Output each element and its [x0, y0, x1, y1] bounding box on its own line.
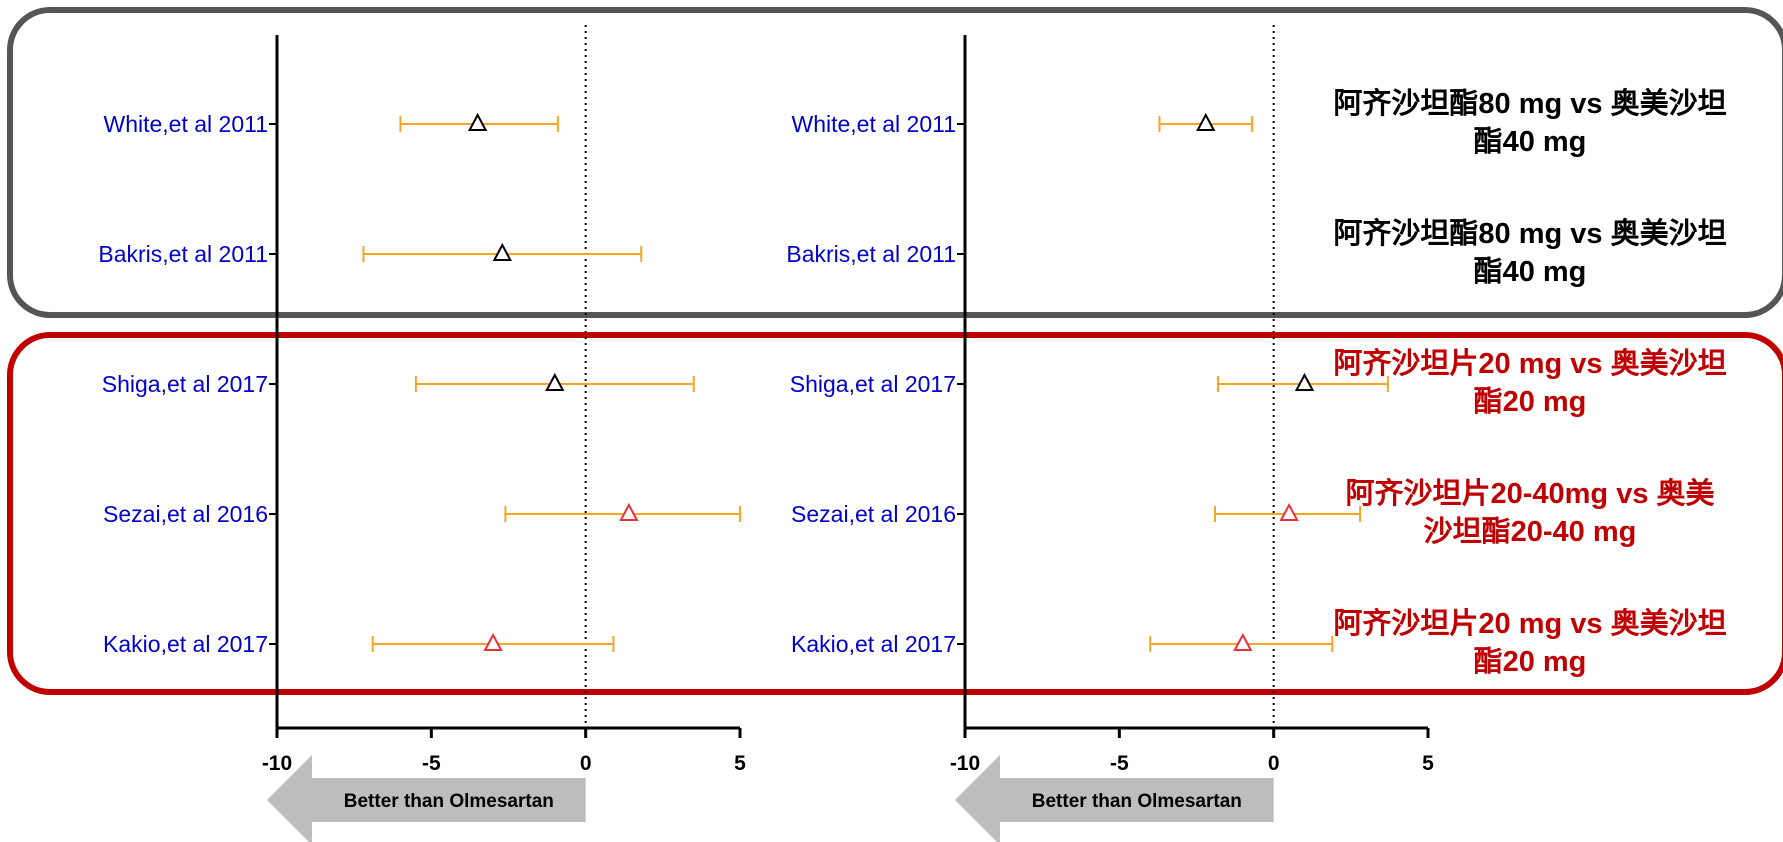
study-label: Shiga,et al 2017 — [790, 371, 956, 397]
point-estimate-marker — [1294, 372, 1315, 391]
better-arrow — [267, 755, 586, 842]
study-label: Kakio,et al 2017 — [791, 631, 956, 657]
forest-panel-right: -10 -5 0 5 Better than Olmesartan White,et al… — [786, 25, 1434, 842]
study-label: Sezai,et al 2016 — [791, 501, 956, 527]
comparison-label-line1: 阿齐沙坦片20-40mg vs 奥美 — [1345, 477, 1714, 510]
arrow-label: Better than Olmesartan — [1032, 791, 1242, 812]
study-label: Kakio,et al 2017 — [103, 631, 268, 657]
point-estimate-marker — [1233, 632, 1253, 651]
x-tick-label: -10 — [950, 752, 980, 775]
x-tick-label: 5 — [1422, 752, 1434, 775]
comparison-label-line2: 酯20 mg — [1474, 645, 1587, 678]
comparison-label-line1: 阿齐沙坦酯80 mg vs 奥美沙坦 — [1333, 87, 1726, 120]
x-tick-label: 5 — [734, 752, 746, 775]
arrow-label: Better than Olmesartan — [344, 791, 554, 812]
study-label: White,et al 2011 — [791, 111, 956, 137]
point-estimate-marker — [1196, 112, 1216, 131]
x-tick-label: 0 — [1268, 752, 1280, 775]
study-label: Sezai,et al 2016 — [103, 501, 268, 527]
point-estimate-marker — [545, 372, 565, 391]
comparison-label-line2: 沙坦酯20-40 mg — [1424, 515, 1637, 548]
point-estimate-marker — [1279, 502, 1299, 521]
point-estimate-marker — [483, 632, 503, 651]
x-tick-label: 0 — [580, 752, 592, 775]
better-arrow — [955, 755, 1274, 842]
forest-panel-left: -10 -5 0 5 Better than Olmesartan White,et al… — [98, 25, 746, 842]
point-estimate-marker — [619, 502, 639, 521]
study-label: Shiga,et al 2017 — [102, 371, 268, 397]
study-label: Bakris,et al 2011 — [98, 241, 268, 267]
comparison-label-line2: 酯40 mg — [1474, 255, 1587, 288]
study-label: Bakris,et al 2011 — [786, 241, 956, 267]
comparison-label-line1: 阿齐沙坦片20 mg vs 奥美沙坦 — [1333, 607, 1726, 640]
comparison-label-line2: 酯20 mg — [1474, 385, 1587, 418]
comparison-label-line1: 阿齐沙坦片20 mg vs 奥美沙坦 — [1333, 347, 1726, 380]
study-label: White,et al 2011 — [103, 111, 268, 137]
group-box-bottom — [7, 332, 1783, 695]
x-tick-label: -5 — [1110, 752, 1129, 775]
group-box-top — [7, 7, 1783, 318]
comparison-label-line2: 酯40 mg — [1474, 125, 1587, 158]
point-estimate-marker — [492, 242, 512, 261]
x-tick-label: -10 — [262, 752, 292, 775]
x-tick-label: -5 — [422, 752, 441, 775]
point-estimate-marker — [467, 112, 488, 131]
comparison-label-line1: 阿齐沙坦酯80 mg vs 奥美沙坦 — [1333, 217, 1726, 250]
